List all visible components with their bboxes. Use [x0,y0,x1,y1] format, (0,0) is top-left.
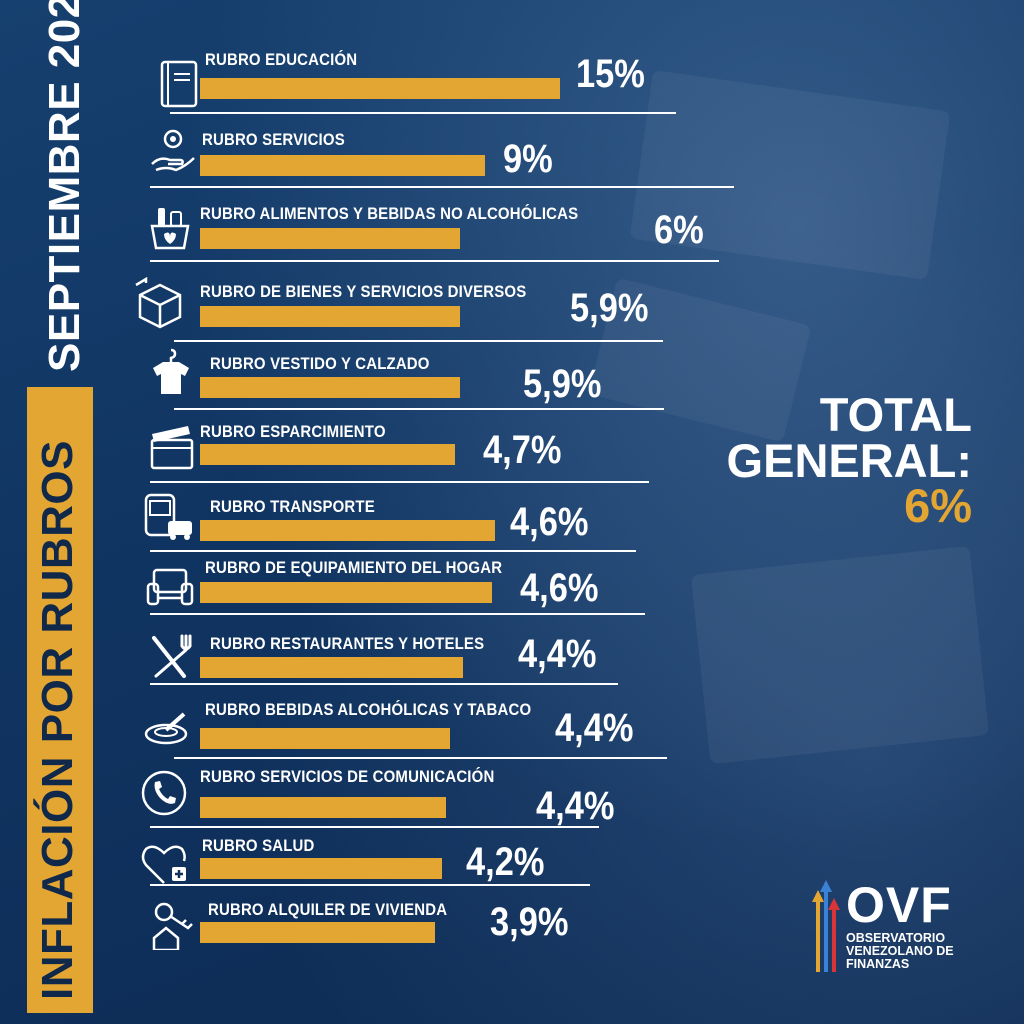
row-divider [150,613,645,615]
value-label: 4,7% [483,428,562,472]
value-label: 9% [503,137,553,181]
category-label: RUBRO TRANSPORTE [210,497,375,516]
total-label-line-1: TOTAL [819,388,972,441]
house-key-icon [152,902,193,950]
category-label: RUBRO EDUCACIÓN [205,50,358,69]
bar [200,797,446,818]
total-label-line-2: GENERAL: [726,434,972,487]
hand-gear-icon [151,129,195,172]
bar [200,582,492,603]
value-label: 4,4% [555,706,634,750]
logo-acronym: OVF [846,877,952,933]
bar [200,377,460,398]
logo-line-1: OBSERVATORIO [846,931,946,945]
row-divider [150,481,649,483]
category-label: RUBRO SALUD [202,836,315,855]
bar [200,728,450,749]
value-label: 4,6% [520,566,599,610]
bar [200,78,560,99]
row-divider [150,826,599,828]
ashtray-icon [144,712,188,745]
heart-plus-icon [141,845,186,884]
clapperboard-icon [150,426,194,470]
value-label: 4,4% [518,632,597,676]
arrows-logo-icon [812,880,840,972]
ovf-logo: OVF OBSERVATORIO VENEZOLANO DE FINANZAS [806,877,976,975]
main-title: INFLACIÓN POR RUBROS [33,440,82,1000]
bar [200,922,435,943]
bar [200,155,485,176]
category-label: RUBRO SERVICIOS DE COMUNICACIÓN [200,767,495,786]
grocery-basket-icon [150,208,190,250]
logo-line-3: FINANZAS [846,957,910,971]
bar [200,306,460,327]
row-divider [150,186,734,188]
category-label: RUBRO ALQUILER DE VIVIENDA [208,900,448,919]
value-label: 3,9% [490,900,569,944]
period-title: SEPTIEMBRE 2023 [40,0,89,372]
row-divider [150,683,618,685]
title-band [27,387,93,1013]
row-divider [174,340,663,342]
bus-car-icon [144,493,192,540]
row-divider [150,260,719,262]
shirt-hanger-icon [153,348,189,394]
row-divider [170,112,676,114]
total-block: TOTAL GENERAL: 6% [726,388,972,532]
bar [200,657,463,678]
bar [200,858,442,879]
category-label: RUBRO VESTIDO Y CALZADO [210,354,430,373]
category-label: RUBRO RESTAURANTES Y HOTELES [210,634,485,653]
sofa-icon [146,568,194,606]
background-shape [690,545,990,765]
category-label: RUBRO BEBIDAS ALCOHÓLICAS Y TABACO [205,700,532,719]
row-divider [174,757,667,759]
value-label: 5,9% [523,362,602,406]
row-divider [150,884,590,886]
category-label: RUBRO ALIMENTOS Y BEBIDAS NO ALCOHÓLICAS [200,204,579,223]
bar [200,520,495,541]
box-icon [135,277,182,329]
value-label: 4,6% [510,500,589,544]
bar [200,444,455,465]
phone-icon [141,770,187,816]
value-label: 5,9% [570,286,649,330]
book-icon [160,60,198,108]
row-divider [150,550,636,552]
value-label: 4,4% [536,784,615,828]
row-divider [174,408,664,410]
logo-name: OBSERVATORIO VENEZOLANO DE FINANZAS [846,932,954,971]
value-label: 15% [576,52,645,96]
category-label: RUBRO DE BIENES Y SERVICIOS DIVERSOS [200,282,527,301]
value-label: 4,2% [466,840,545,884]
category-label: RUBRO ESPARCIMIENTO [200,422,386,441]
value-label: 6% [654,208,704,252]
bar [200,228,460,249]
fork-knife-icon [152,634,192,678]
category-label: RUBRO DE EQUIPAMIENTO DEL HOGAR [205,558,503,577]
category-label: RUBRO SERVICIOS [202,130,345,149]
logo-line-2: VENEZOLANO DE [846,944,954,958]
total-value: 6% [904,479,972,532]
